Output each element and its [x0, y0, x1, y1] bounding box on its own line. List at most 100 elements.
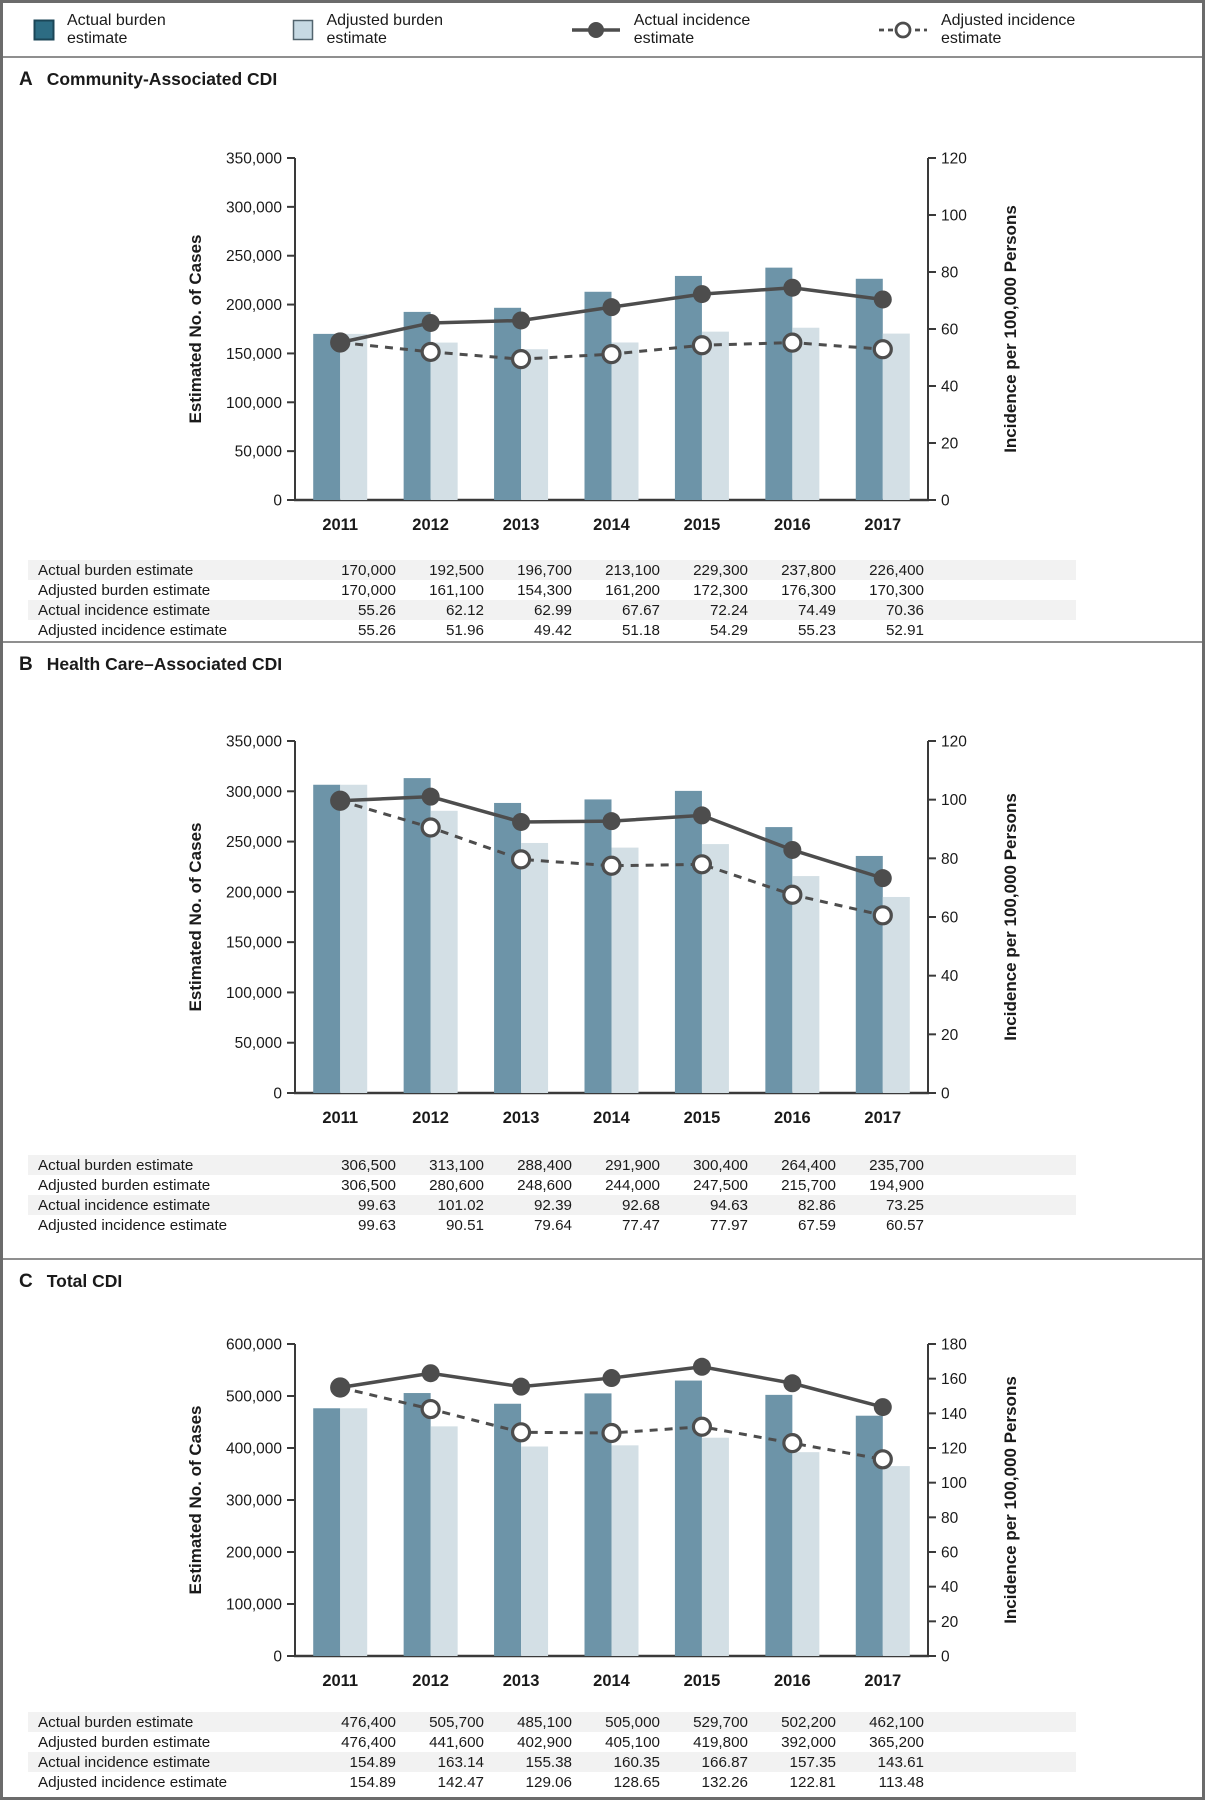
actual-incidence-marker	[421, 787, 440, 806]
bar-adjusted-burden	[340, 784, 368, 1093]
table-cell-value: 300,400	[693, 1156, 748, 1174]
left-axis-tick-label: 300,000	[226, 1493, 282, 1510]
chart-panel-b: 0 50,000 100,000 150,000 200,000 250,000 300,0…	[186, 734, 1020, 1128]
left-axis-tick-label: 150,000	[226, 935, 282, 952]
table-row-label: Adjusted incidence estimate	[38, 1773, 228, 1791]
left-axis-title: Estimated No. of Cases	[186, 235, 205, 424]
table-row-spacer	[924, 1712, 1076, 1732]
right-axis-tick-label: 100	[941, 208, 967, 225]
right-axis-tick-label: 20	[941, 436, 959, 453]
left-axis-tick-label: 250,000	[226, 248, 282, 265]
table-row-label: Actual burden estimate	[38, 1713, 194, 1731]
table-cell-value: 237,800	[781, 561, 836, 579]
x-axis-year-label: 2015	[684, 516, 721, 534]
table-cell-value: 142.47	[437, 1773, 484, 1791]
bar-actual-burden	[403, 1393, 431, 1656]
bar-actual-burden	[313, 784, 341, 1093]
table-cell-value: 226,400	[869, 561, 924, 579]
x-axis-year-label: 2016	[774, 516, 811, 534]
bar-actual-burden	[855, 855, 883, 1093]
table-cell-value: 419,800	[693, 1733, 748, 1751]
panel-title: C Total CDI	[3, 1260, 1202, 1300]
legend-item: Adjusted incidence estimate	[877, 12, 1140, 48]
adjusted-incidence-marker	[872, 339, 893, 360]
legend-item-label: Actual incidence estimate	[633, 11, 751, 47]
bar-adjusted-burden	[792, 876, 820, 1093]
table-cell-value: 72.24	[709, 601, 748, 619]
table-cell-value: 67.67	[621, 601, 660, 619]
table-row-label: Adjusted incidence estimate	[38, 621, 228, 639]
right-axis-tick-label: 60	[941, 910, 959, 927]
table-cell-value: 92.68	[621, 1196, 660, 1214]
table-cell-value: 306,500	[341, 1176, 396, 1194]
table-row-label: Actual burden estimate	[38, 1156, 194, 1174]
right-axis-tick-label: 60	[941, 1545, 959, 1562]
table-cell-value: 529,700	[693, 1713, 748, 1731]
table-row-spacer	[924, 1732, 1076, 1752]
actual-incidence-marker	[602, 298, 621, 317]
table-cell-value: 280,600	[429, 1176, 484, 1194]
table-cell-value: 157.35	[789, 1753, 836, 1771]
bar-adjusted-burden	[611, 342, 639, 500]
table-cell-value: 505,700	[429, 1713, 484, 1731]
table-row: Actual incidence estimate 154.89 163.14 155…	[28, 1752, 1076, 1772]
table-cell-value: 55.26	[357, 621, 396, 639]
right-axis-tick-label: 100	[941, 792, 967, 809]
left-axis-tick-label: 300,000	[226, 784, 282, 801]
table-cell-value: 122.81	[789, 1773, 836, 1791]
table-cell-value: 73.25	[885, 1196, 924, 1214]
table-cell-value: 77.97	[709, 1216, 748, 1234]
table-row: Adjusted burden estimate 170,000 161,100 15…	[28, 580, 1076, 600]
left-axis-tick-label: 50,000	[235, 444, 283, 461]
figure-legend: Actual burden estimate Adjusted burden es…	[3, 3, 1202, 58]
table-cell-value: 196,700	[517, 561, 572, 579]
bar-adjusted-burden	[882, 333, 910, 500]
table-cell-value: 113.48	[878, 1773, 924, 1791]
left-axis-tick-label: 350,000	[226, 734, 282, 751]
panel-letter: A	[19, 69, 33, 90]
x-axis-year-label: 2011	[322, 1672, 358, 1690]
data-table-panel-b: Actual burden estimate 306,500 313,100 288,…	[28, 1155, 1076, 1235]
bar-actual-burden	[494, 307, 522, 500]
panel-letter: C	[19, 1271, 33, 1292]
table-cell-value: 67.59	[797, 1216, 836, 1234]
legend-item-label: Actual burden estimate	[66, 11, 166, 47]
right-axis-tick-label: 180	[941, 1337, 967, 1354]
table-cell-value: 52.91	[885, 621, 924, 639]
bar-actual-burden	[674, 275, 702, 500]
x-axis-year-label: 2015	[684, 1672, 721, 1690]
table-row: Actual burden estimate 170,000 192,500 196,…	[28, 560, 1076, 580]
table-cell-value: 92.39	[533, 1196, 572, 1214]
table-cell-value: 194,900	[869, 1176, 924, 1194]
actual-burden-swatch-icon	[33, 19, 55, 40]
panel-title: B Health Care–Associated CDI	[3, 643, 1202, 683]
table-row-spacer	[924, 1215, 1076, 1235]
adjusted-incidence-marker	[782, 884, 803, 905]
x-axis-year-label: 2017	[864, 516, 901, 534]
panel-title-text: Health Care–Associated CDI	[46, 654, 283, 674]
left-axis-tick-label: 300,000	[226, 199, 282, 216]
actual-incidence-marker	[873, 290, 892, 309]
x-axis-year-label: 2012	[412, 1109, 449, 1127]
actual-incidence-swatch-icon	[571, 21, 620, 38]
bar-adjusted-burden	[521, 349, 549, 500]
table-cell-value: 172,300	[693, 581, 748, 599]
left-axis-tick-label: 500,000	[226, 1389, 282, 1406]
table-cell-value: 160.35	[613, 1753, 660, 1771]
right-axis-tick-label: 160	[941, 1371, 967, 1388]
legend-item: Adjusted burden estimate	[292, 12, 507, 48]
chart-panel-a: 0 50,000 100,000 150,000 200,000 250,000 300,0…	[186, 151, 1020, 535]
panel-title-text: Community-Associated CDI	[46, 69, 278, 89]
table-cell-value: 170,300	[869, 581, 924, 599]
adjusted-incidence-swatch-icon	[878, 21, 927, 38]
actual-incidence-marker	[512, 812, 531, 831]
actual-incidence-marker	[783, 278, 802, 297]
left-axis-tick-label: 100,000	[226, 395, 282, 412]
table-cell-value: 51.96	[445, 621, 484, 639]
x-axis-year-label: 2013	[503, 1672, 540, 1690]
table-cell-value: 244,000	[605, 1176, 660, 1194]
data-table-panel-a: Actual burden estimate 170,000 192,500 196,…	[28, 560, 1076, 640]
table-row-spacer	[924, 1772, 1076, 1791]
adjusted-incidence-marker	[601, 344, 622, 365]
actual-incidence-marker	[512, 311, 531, 330]
